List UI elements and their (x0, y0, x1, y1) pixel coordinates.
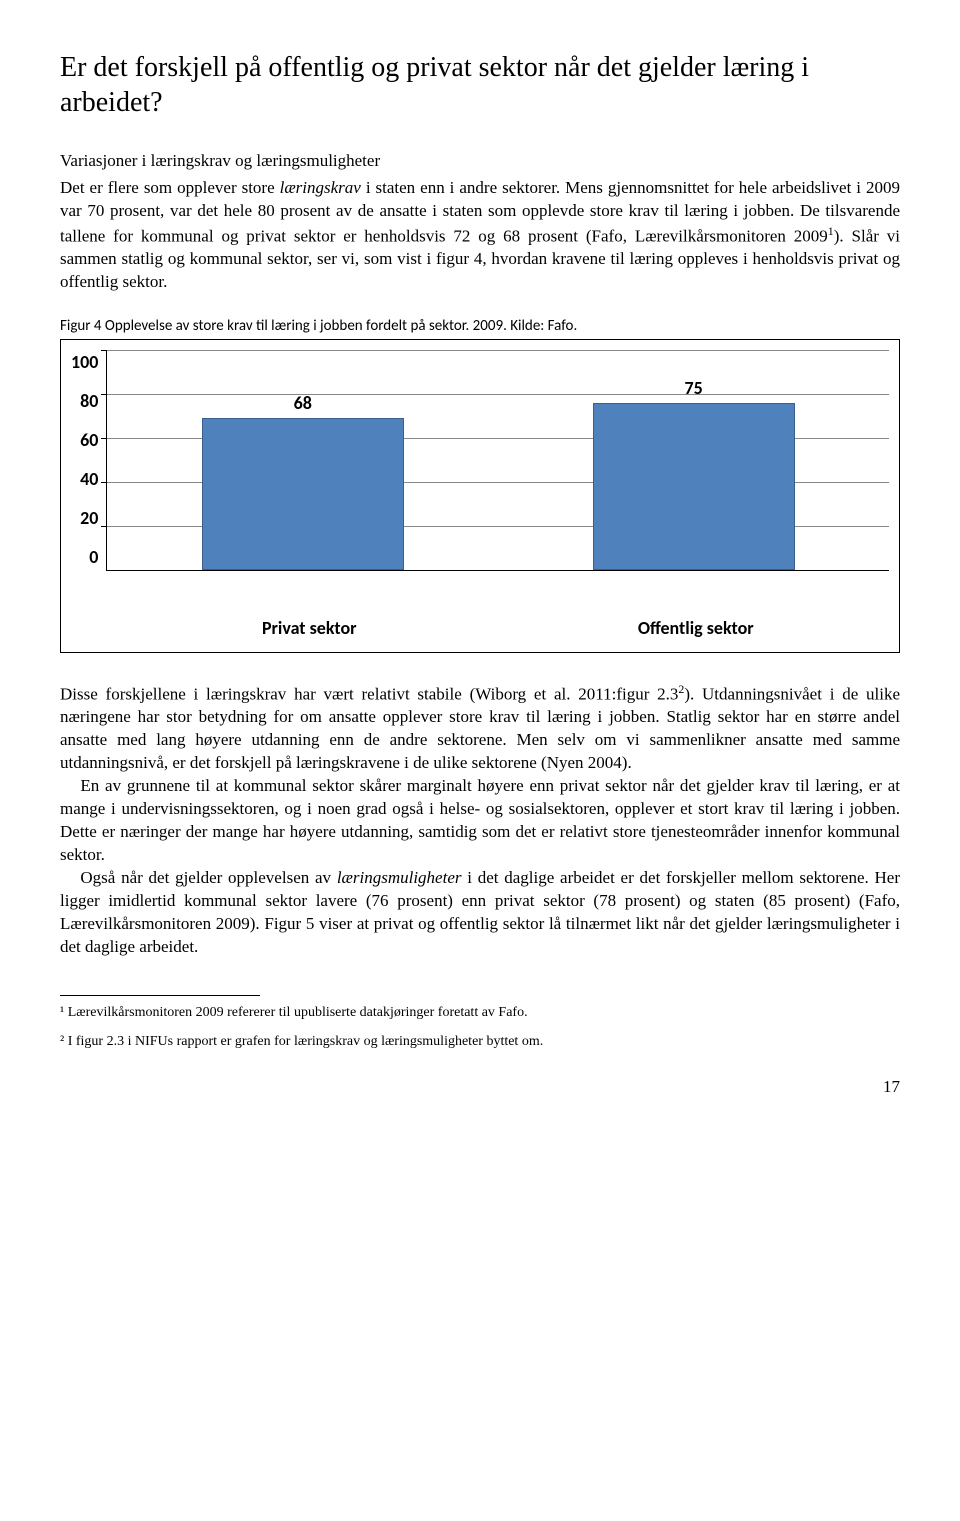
figure-4-chart: 100 80 60 40 20 0 68 75 Privat sektor Off… (60, 339, 900, 653)
x-category: Privat sektor (116, 610, 503, 640)
ytick: 100 (71, 350, 98, 374)
ytick: 20 (80, 506, 98, 530)
figure-caption: Figur 4 Opplevelse av store krav til lær… (60, 316, 900, 336)
y-axis: 100 80 60 40 20 0 (71, 350, 106, 570)
page-title: Er det forskjell på offentlig og privat … (60, 50, 900, 120)
ytick: 40 (80, 467, 98, 491)
ytick: 80 (80, 389, 98, 413)
ytick: 0 (89, 545, 98, 569)
page-number: 17 (60, 1076, 900, 1099)
paragraph-2: Disse forskjellene i læringskrav har vær… (60, 681, 900, 775)
plot-area: 68 75 (106, 350, 889, 571)
paragraph-1: Det er flere som opplever store læringsk… (60, 177, 900, 294)
paragraph-3: En av grunnene til at kommunal sektor sk… (60, 775, 900, 867)
bar-value-label: 68 (203, 391, 403, 415)
footnote-rule (60, 995, 260, 996)
paragraph-4: Også når det gjelder opplevelsen av læri… (60, 867, 900, 959)
ytick: 60 (80, 428, 98, 452)
bar: 75 (593, 403, 795, 570)
section-subhead: Variasjoner i læringskrav og læringsmuli… (60, 150, 900, 173)
x-axis: Privat sektor Offentlig sektor (116, 610, 889, 640)
bar: 68 (202, 418, 404, 570)
footnote-1: ¹ Lærevilkårsmonitoren 2009 refererer ti… (60, 1004, 900, 1023)
x-category: Offentlig sektor (503, 610, 890, 640)
bar-value-label: 75 (594, 376, 794, 400)
footnote-2: ² I figur 2.3 i NIFUs rapport er grafen … (60, 1033, 900, 1052)
